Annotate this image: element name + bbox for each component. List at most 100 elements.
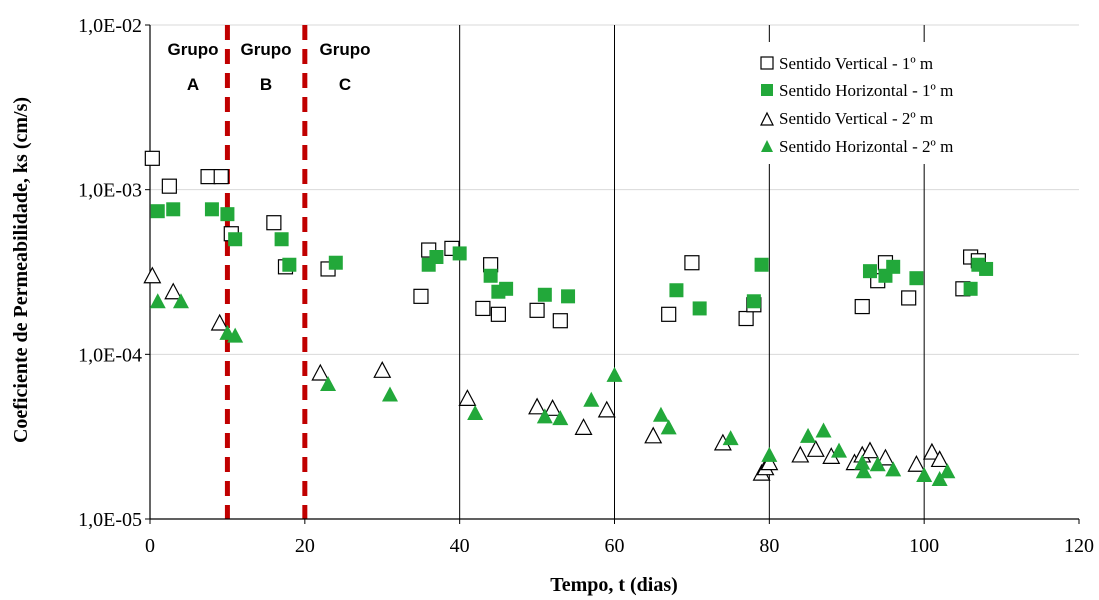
- marker-square-filled: [166, 202, 181, 217]
- y-tick-label: 1,0E-04: [78, 344, 142, 366]
- marker-triangle-open: [597, 400, 616, 418]
- marker-square-filled: [274, 232, 289, 247]
- marker-triangle-filled: [939, 463, 956, 479]
- marker-square-open: [529, 302, 545, 318]
- marker-triangle-filled: [885, 461, 902, 477]
- x-tick-label: 40: [450, 535, 470, 557]
- marker-triangle-open: [574, 418, 593, 435]
- legend-label-vertical-2m: Sentido Vertical - 2º m: [779, 109, 933, 128]
- marker-square-filled: [150, 204, 165, 219]
- marker-square-open: [684, 255, 700, 271]
- marker-triangle-filled: [227, 327, 244, 343]
- marker-triangle-open: [373, 361, 392, 378]
- marker-square-filled: [452, 246, 467, 261]
- marker-square-filled: [754, 257, 769, 272]
- y-tick-label: 1,0E-05: [78, 509, 142, 531]
- marker-triangle-open: [543, 399, 562, 416]
- marker-triangle-filled: [320, 376, 337, 392]
- legend-background: [748, 42, 1048, 164]
- marker-square-filled: [561, 289, 576, 304]
- marker-triangle-filled: [800, 427, 817, 443]
- marker-triangle-filled: [761, 446, 778, 462]
- marker-square-filled: [537, 287, 552, 302]
- marker-triangle-filled: [722, 430, 739, 446]
- group-c-label-line1: Grupo: [320, 40, 371, 59]
- marker-triangle-filled: [855, 463, 872, 479]
- marker-square-filled: [483, 268, 498, 283]
- marker-square-filled: [228, 232, 243, 247]
- marker-triangle-filled: [467, 405, 484, 421]
- legend-marker-horizontal-2m: [761, 140, 773, 152]
- x-tick-label: 100: [909, 535, 939, 557]
- marker-triangle-filled: [854, 454, 871, 470]
- marker-square-open: [475, 300, 491, 317]
- x-tick-label: 60: [605, 535, 625, 557]
- marker-triangle-filled: [606, 366, 623, 382]
- marker-triangle-open: [791, 445, 810, 463]
- marker-triangle-filled: [536, 408, 553, 424]
- marker-square-open: [552, 313, 568, 329]
- marker-square-filled: [204, 202, 219, 217]
- marker-square-filled: [979, 261, 994, 276]
- marker-square-open: [901, 290, 917, 306]
- y-axis-title: Coeficiente de Permeabilidade, ks (cm/s): [10, 97, 32, 443]
- marker-triangle-open: [458, 389, 477, 406]
- marker-triangle-filled: [660, 419, 677, 435]
- marker-triangle-filled: [583, 391, 600, 407]
- marker-square-filled: [499, 281, 514, 296]
- marker-triangle-filled: [869, 456, 886, 472]
- x-tick-label: 0: [145, 535, 155, 557]
- marker-square-filled: [282, 257, 297, 272]
- legend: Sentido Vertical - 1º m Sentido Horizont…: [748, 42, 1048, 164]
- marker-triangle-filled: [149, 293, 166, 309]
- marker-triangle-open: [143, 266, 162, 284]
- marker-triangle-open: [760, 453, 779, 471]
- marker-triangle-open: [930, 450, 949, 468]
- marker-triangle-filled: [831, 442, 848, 458]
- marker-triangle-filled: [552, 410, 569, 426]
- group-a-label-line2: A: [187, 75, 199, 94]
- legend-marker-vertical-1m: [760, 56, 774, 70]
- marker-square-filled: [862, 264, 877, 279]
- legend-marker-vertical-2m: [760, 111, 774, 126]
- marker-triangle-filled: [381, 386, 398, 402]
- data-markers: [143, 150, 994, 486]
- group-c-label-line2: C: [339, 75, 351, 94]
- marker-triangle-open: [907, 454, 926, 472]
- marker-triangle-filled: [652, 406, 669, 422]
- marker-square-open: [854, 298, 870, 315]
- marker-square-open: [661, 306, 677, 322]
- marker-square-open: [213, 169, 229, 185]
- marker-square-filled: [328, 255, 343, 270]
- marker-triangle-open: [806, 440, 825, 457]
- group-dividers: [224, 25, 308, 519]
- marker-square-filled: [429, 250, 444, 265]
- marker-triangle-filled: [172, 293, 189, 309]
- marker-triangle-filled: [916, 467, 933, 483]
- marker-triangle-open: [644, 426, 663, 444]
- group-labels: Grupo A Grupo B Grupo C: [168, 40, 371, 94]
- marker-triangle-filled: [815, 422, 832, 438]
- x-tick-label: 80: [759, 535, 779, 557]
- marker-triangle-open: [528, 397, 547, 415]
- marker-square-filled: [886, 259, 901, 274]
- y-tick-label: 1,0E-03: [78, 180, 142, 202]
- marker-triangle-open: [860, 441, 879, 459]
- marker-square-filled: [669, 283, 684, 298]
- tick-labels: 0 20 40 60 80 100 120 1,0E-05 1,0E-04 1,0E-03 1,0E…: [78, 15, 1094, 557]
- marker-square-filled: [963, 281, 978, 296]
- legend-label-vertical-1m: Sentido Vertical - 1º m: [779, 54, 933, 73]
- group-b-label-line1: Grupo: [241, 40, 292, 59]
- x-tick-label: 120: [1064, 535, 1094, 557]
- marker-square-open: [144, 150, 160, 166]
- marker-triangle-open: [922, 442, 941, 460]
- marker-square-open: [266, 215, 282, 231]
- marker-triangle-open: [164, 282, 183, 300]
- marker-square-open: [200, 169, 216, 185]
- x-tick-label: 20: [295, 535, 315, 557]
- marker-square-filled: [692, 301, 707, 316]
- marker-square-filled: [909, 271, 924, 286]
- marker-triangle-open: [876, 448, 895, 466]
- marker-square-filled: [220, 207, 235, 222]
